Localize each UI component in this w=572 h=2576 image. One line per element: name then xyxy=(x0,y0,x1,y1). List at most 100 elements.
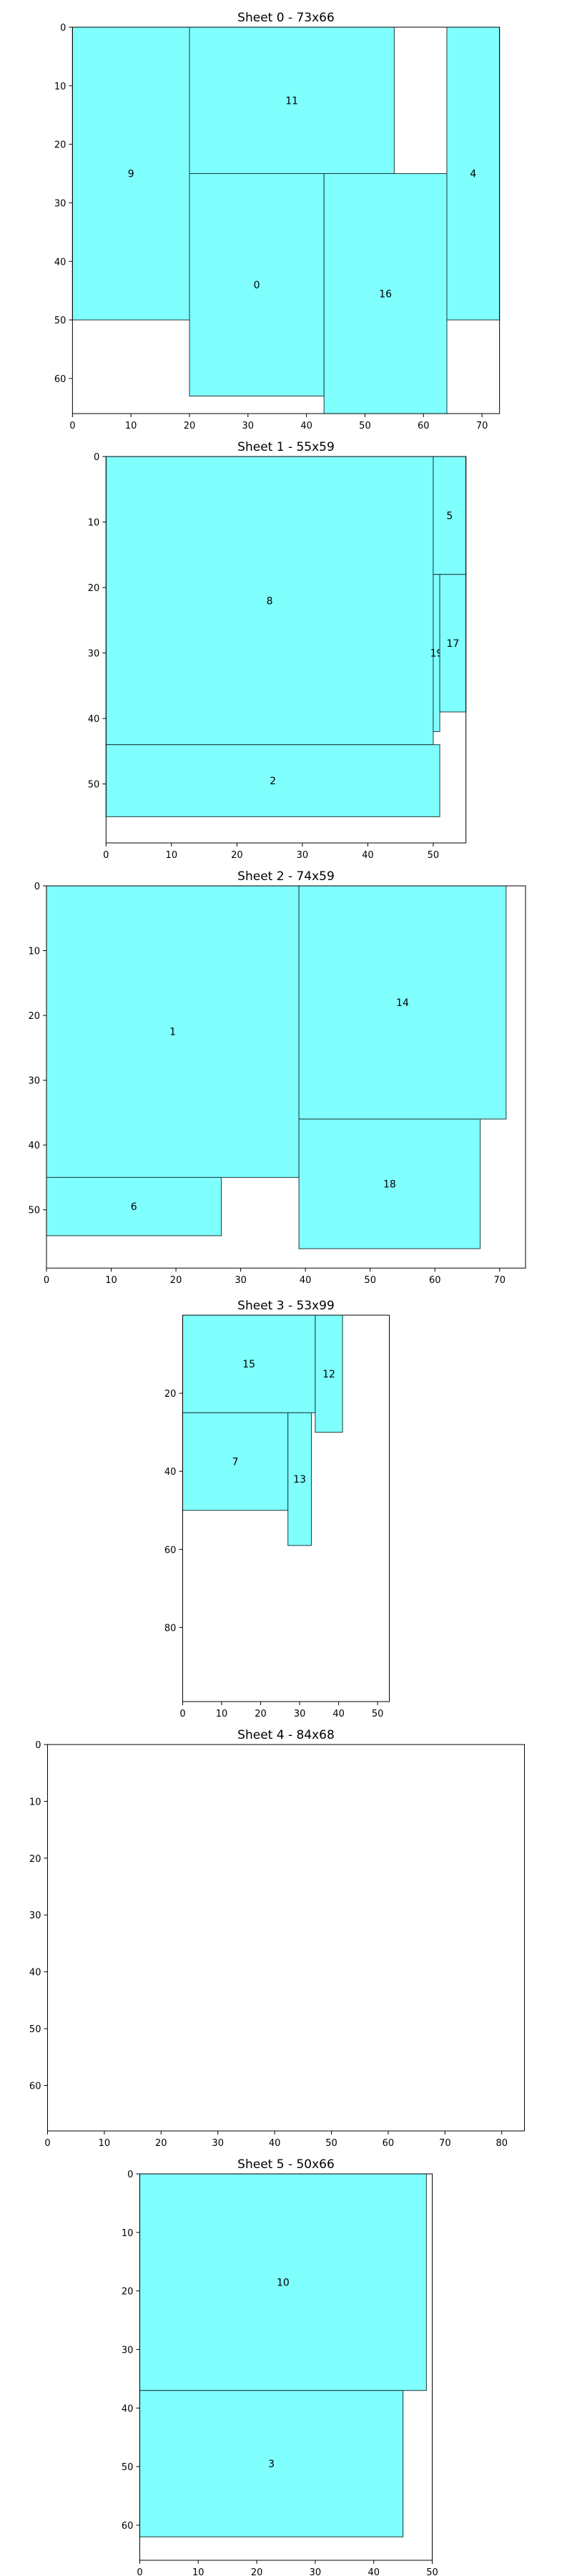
item-rect-10 xyxy=(139,2173,427,2391)
y-tick-label: 20 xyxy=(29,1854,41,1865)
y-tick-label: 0 xyxy=(35,1740,41,1751)
y-tick-label: 40 xyxy=(28,1141,40,1151)
x-tick-label: 50 xyxy=(426,2567,438,2576)
item-rect-15 xyxy=(182,1314,316,1413)
item-label-9: 9 xyxy=(128,169,134,180)
y-tick-label: 60 xyxy=(164,1545,177,1556)
y-tick-label: 10 xyxy=(88,518,100,529)
y-tick-label: 20 xyxy=(122,2287,134,2298)
item-label-12: 12 xyxy=(322,1369,335,1380)
item-rect-3 xyxy=(139,2390,404,2537)
y-tick-label: 60 xyxy=(122,2521,134,2532)
item-rect-12 xyxy=(315,1314,343,1433)
x-tick-label: 60 xyxy=(418,421,430,431)
item-label-7: 7 xyxy=(232,1457,239,1468)
y-tick-label: 0 xyxy=(94,452,99,463)
x-tick-label: 50 xyxy=(428,850,440,861)
y-tick-label: 10 xyxy=(122,2228,134,2239)
x-tick-label: 70 xyxy=(494,1275,506,1286)
item-label-11: 11 xyxy=(285,95,298,107)
x-tick-label: 40 xyxy=(300,1275,312,1286)
sheet-2: Sheet 2 - 74x59 1 14 6 18 0 10 20 30 40 50 60 70 0 10 2… xyxy=(28,869,526,1286)
axes-frame xyxy=(182,1314,390,1702)
x-tick-label: 30 xyxy=(212,2138,224,2149)
x-tick-label: 10 xyxy=(105,1275,117,1286)
y-tick-label: 40 xyxy=(54,257,66,268)
item-rect-18 xyxy=(298,1118,481,1249)
item-label-14: 14 xyxy=(396,997,409,1009)
y-tick-label: 0 xyxy=(60,23,66,34)
y-tick-label: 30 xyxy=(28,1076,40,1087)
y-tick-label: 50 xyxy=(54,316,66,326)
sheet-4: Sheet 4 - 84x68 0 10 20 30 40 50 60 70 80 0 10 20 30 4… xyxy=(29,1728,526,2149)
x-tick-label: 20 xyxy=(155,2138,167,2149)
axes-frame xyxy=(105,456,467,844)
y-tick-label: 20 xyxy=(88,583,100,594)
item-label-17: 17 xyxy=(446,638,459,650)
x-tick-label: 0 xyxy=(69,421,75,431)
item-label-8: 8 xyxy=(267,595,273,607)
item-label-18: 18 xyxy=(383,1179,396,1190)
item-label-6: 6 xyxy=(131,1201,137,1213)
x-tick-label: 70 xyxy=(476,421,488,431)
x-tick-label: 10 xyxy=(125,421,137,431)
y-tick-label: 30 xyxy=(88,649,100,660)
x-tick-label: 30 xyxy=(310,2567,322,2576)
axes-frame xyxy=(46,1744,526,2132)
x-tick-label: 20 xyxy=(170,1275,182,1286)
y-tick-label: 50 xyxy=(88,780,100,791)
item-label-2: 2 xyxy=(270,776,276,787)
y-tick-label: 50 xyxy=(28,1206,40,1216)
y-tick-label: 80 xyxy=(164,1623,177,1634)
y-tick-label: 30 xyxy=(122,2345,134,2356)
item-label-5: 5 xyxy=(446,510,453,522)
y-tick-label: 50 xyxy=(122,2462,134,2473)
y-tick-label: 10 xyxy=(54,82,66,92)
item-rect-14 xyxy=(298,885,507,1120)
item-label-0: 0 xyxy=(254,280,260,291)
item-rect-5 xyxy=(433,456,467,575)
sheet-title: Sheet 2 - 74x59 xyxy=(237,869,335,884)
x-tick-label: 30 xyxy=(297,850,309,861)
x-tick-label: 20 xyxy=(251,2567,263,2576)
x-tick-label: 30 xyxy=(294,1709,306,1719)
x-tick-label: 0 xyxy=(103,850,109,861)
item-rect-2 xyxy=(105,744,440,817)
x-tick-label: 20 xyxy=(255,1709,267,1719)
x-tick-label: 20 xyxy=(231,850,243,861)
sheet-title: Sheet 4 - 84x68 xyxy=(237,1728,335,1742)
sheet-3: Sheet 3 - 53x99 15 12 7 13 0 10 20 30 40 50 20 40 60 8… xyxy=(164,1299,390,1719)
x-tick-label: 50 xyxy=(364,1275,376,1286)
x-tick-label: 80 xyxy=(495,2138,508,2149)
item-rect-4 xyxy=(446,26,500,321)
item-label-4: 4 xyxy=(470,169,476,180)
x-tick-label: 40 xyxy=(362,850,374,861)
item-label-16: 16 xyxy=(379,288,392,300)
x-tick-label: 30 xyxy=(235,1275,247,1286)
item-rect-13 xyxy=(287,1412,312,1546)
x-tick-label: 40 xyxy=(332,1709,345,1719)
x-tick-label: 50 xyxy=(325,2138,337,2149)
item-rect-8 xyxy=(105,456,434,746)
y-tick-label: 60 xyxy=(54,374,66,385)
x-tick-label: 40 xyxy=(300,421,312,431)
item-label-10: 10 xyxy=(277,2277,290,2288)
item-rect-6 xyxy=(46,1176,222,1236)
item-label-3: 3 xyxy=(268,2459,275,2470)
x-tick-label: 30 xyxy=(242,421,255,431)
sheet-title: Sheet 0 - 73x66 xyxy=(237,11,335,25)
sheet-title: Sheet 1 - 55x59 xyxy=(237,440,335,454)
axes-frame xyxy=(139,2173,433,2561)
x-tick-label: 0 xyxy=(44,1275,49,1286)
y-tick-label: 10 xyxy=(28,947,40,957)
x-tick-label: 60 xyxy=(429,1275,441,1286)
y-tick-label: 40 xyxy=(164,1467,177,1478)
item-rect-0 xyxy=(189,173,325,396)
plot-area xyxy=(47,1745,525,2131)
y-tick-label: 60 xyxy=(29,2081,41,2092)
x-tick-label: 0 xyxy=(44,2138,50,2149)
x-tick-label: 40 xyxy=(269,2138,281,2149)
